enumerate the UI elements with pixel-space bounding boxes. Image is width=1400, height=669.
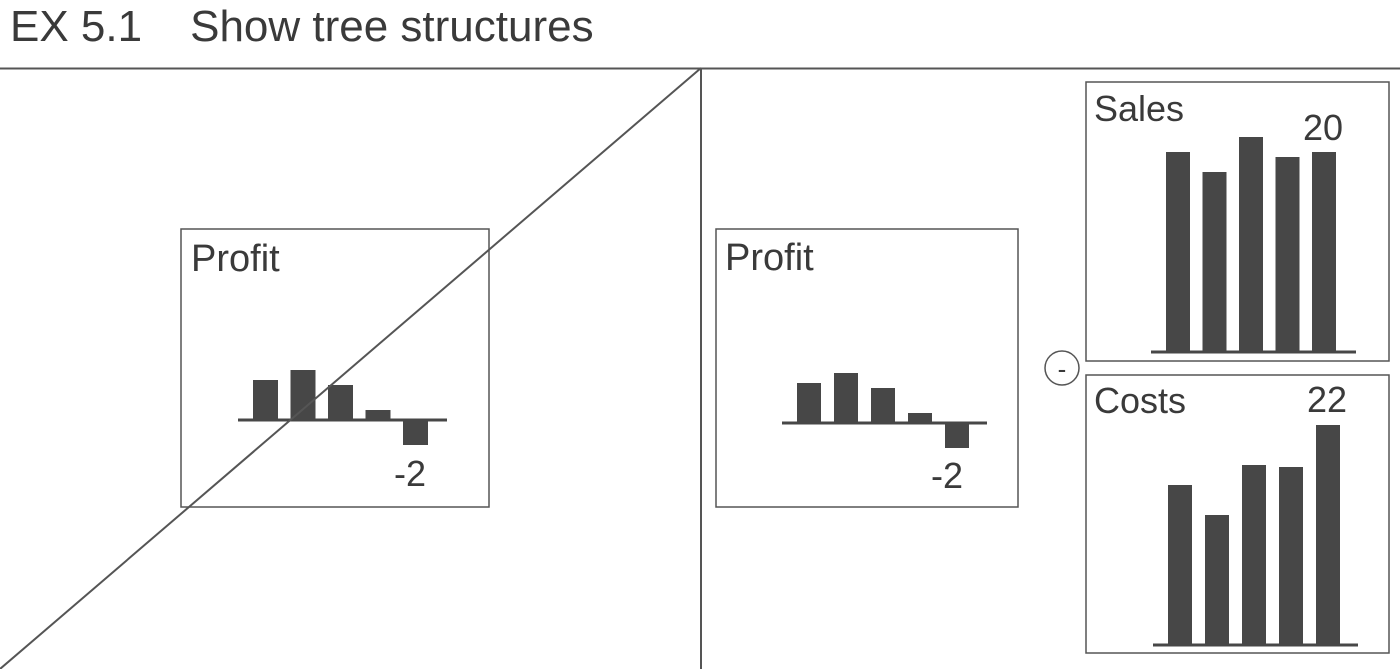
right-profit-bar-3: [871, 388, 895, 423]
right-profit-bars: [797, 373, 969, 448]
costs-card: Costs 22: [1085, 374, 1390, 654]
costs-value: 22: [1307, 379, 1347, 420]
operator-sign: -: [1058, 354, 1067, 384]
left-profit-bar-5: [403, 420, 428, 445]
sales-bar-4: [1275, 157, 1300, 352]
costs-bar-5: [1316, 425, 1340, 645]
sales-frame: [1085, 81, 1390, 362]
left-profit-frame: [180, 228, 490, 508]
sales-bar-3: [1239, 137, 1263, 352]
costs-bars: [1168, 425, 1340, 645]
exercise-number: EX 5.1: [10, 2, 143, 51]
sales-card: Sales 20: [1085, 81, 1390, 362]
costs-bar-2: [1205, 515, 1229, 645]
sales-bar-5: [1312, 152, 1336, 352]
left-profit-title: Profit: [191, 238, 280, 280]
sales-bar-2: [1202, 172, 1227, 352]
page-title: EX 5.1 Show tree structures: [10, 2, 594, 52]
right-profit-title: Profit: [725, 237, 814, 279]
right-profit-card: Profit -2: [715, 228, 1019, 508]
left-profit-bar-1: [253, 380, 278, 420]
costs-bar-4: [1279, 467, 1303, 645]
sales-bars: [1166, 137, 1336, 352]
left-profit-bar-2: [290, 370, 316, 420]
left-profit-value: -2: [394, 453, 426, 494]
right-profit-bar-4: [908, 413, 932, 423]
right-profit-bar-5: [945, 423, 969, 448]
costs-bar-3: [1242, 465, 1266, 645]
costs-frame: [1085, 374, 1390, 654]
minus-operator: -: [1044, 350, 1080, 386]
exercise-title: Show tree structures: [190, 2, 594, 51]
costs-title: Costs: [1094, 380, 1186, 421]
left-profit-bars: [253, 370, 428, 445]
left-profit-card: Profit -2: [180, 228, 490, 508]
costs-bar-1: [1168, 485, 1192, 645]
sales-title: Sales: [1094, 88, 1184, 129]
right-profit-frame: [715, 228, 1019, 508]
sales-bar-1: [1166, 152, 1190, 352]
right-profit-bar-1: [797, 383, 821, 423]
left-profit-bar-3: [328, 385, 353, 420]
operator-circle: [1044, 350, 1080, 386]
right-profit-value: -2: [931, 455, 963, 496]
right-profit-bar-2: [834, 373, 858, 423]
sales-value: 20: [1303, 107, 1343, 148]
cross-out-line: [0, 67, 702, 669]
left-profit-bar-4: [365, 410, 391, 420]
